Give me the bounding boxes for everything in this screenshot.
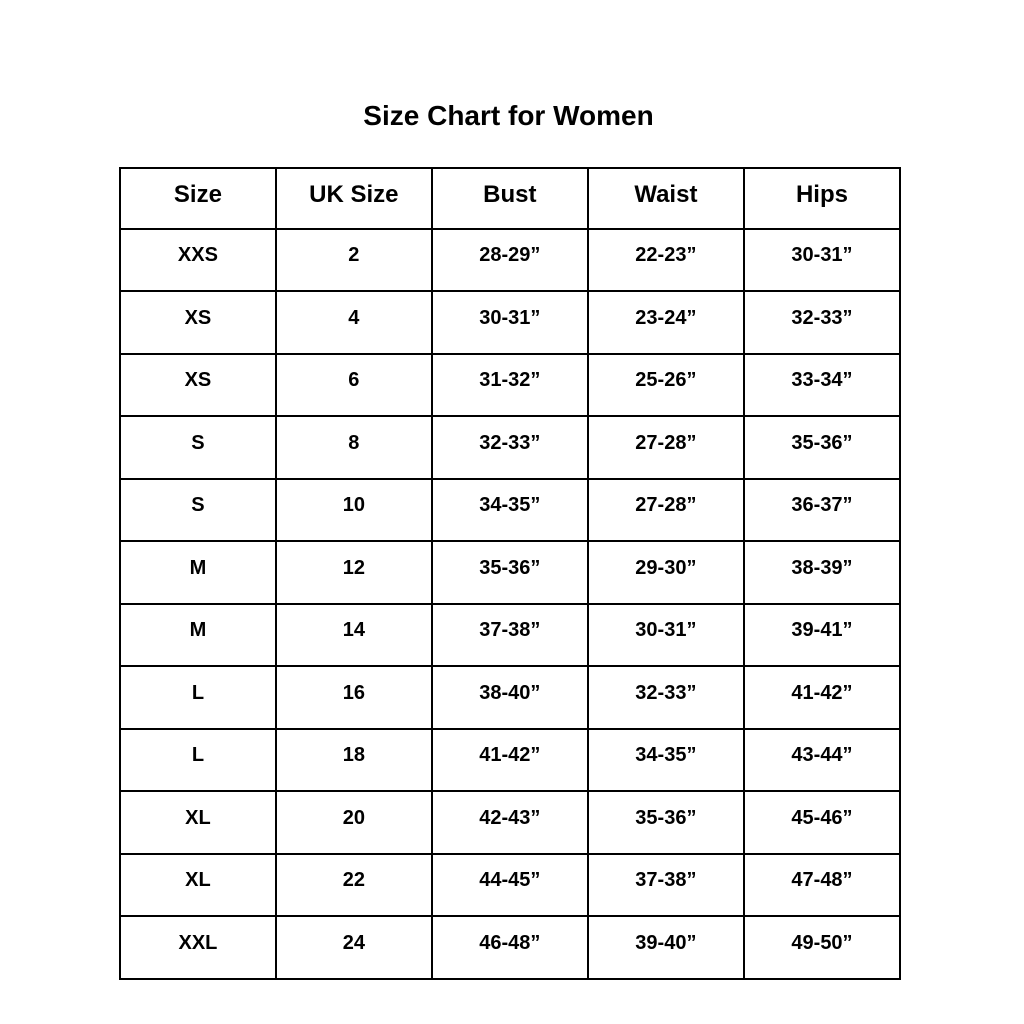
- table-cell: 46-48”: [430, 915, 589, 980]
- table-row: XS 4 30-31” 23-24” 32-33”: [119, 290, 902, 355]
- column-header: Bust: [430, 167, 589, 230]
- table-row: S 8 32-33” 27-28” 35-36”: [119, 415, 902, 480]
- column-header: UK Size: [274, 167, 433, 230]
- table-cell: 29-30”: [586, 540, 745, 605]
- table-cell: M: [119, 540, 277, 605]
- table-cell: XS: [119, 352, 277, 417]
- table-row: M 12 35-36” 29-30” 38-39”: [119, 540, 902, 605]
- table-cell: 24: [274, 915, 433, 980]
- column-header: Hips: [742, 167, 902, 230]
- table-cell: 18: [274, 727, 433, 792]
- table-cell: 16: [274, 665, 433, 730]
- table-cell: XL: [119, 852, 277, 917]
- table-cell: 47-48”: [742, 852, 902, 917]
- table-cell: XXS: [119, 227, 277, 292]
- table-header-row: Size UK Size Bust Waist Hips: [119, 167, 902, 230]
- table-cell: 20: [274, 790, 433, 855]
- table-body: XXS 2 28-29” 22-23” 30-31” XS 4 30-31” 23-24” 32-…: [119, 227, 902, 980]
- table-cell: XS: [119, 290, 277, 355]
- table-cell: 45-46”: [742, 790, 902, 855]
- table-cell: L: [119, 727, 277, 792]
- table-cell: 35-36”: [586, 790, 745, 855]
- table-cell: 2: [274, 227, 433, 292]
- table-cell: 37-38”: [586, 852, 745, 917]
- table-cell: 30-31”: [742, 227, 902, 292]
- table-cell: 12: [274, 540, 433, 605]
- table-cell: 31-32”: [430, 352, 589, 417]
- column-header: Size: [119, 167, 277, 230]
- table-cell: 6: [274, 352, 433, 417]
- table-cell: 37-38”: [430, 602, 589, 667]
- table-cell: 28-29”: [430, 227, 589, 292]
- table-cell: 22: [274, 852, 433, 917]
- table-cell: 4: [274, 290, 433, 355]
- table-cell: 39-41”: [742, 602, 902, 667]
- table-cell: 41-42”: [742, 665, 902, 730]
- table-cell: 35-36”: [742, 415, 902, 480]
- table-cell: 39-40”: [586, 915, 745, 980]
- table-cell: 14: [274, 602, 433, 667]
- table-cell: 33-34”: [742, 352, 902, 417]
- table-cell: 27-28”: [586, 415, 745, 480]
- table-cell: XL: [119, 790, 277, 855]
- table-cell: 34-35”: [430, 477, 589, 542]
- table-cell: M: [119, 602, 277, 667]
- table-row: XXL 24 46-48” 39-40” 49-50”: [119, 915, 902, 980]
- table-cell: 41-42”: [430, 727, 589, 792]
- column-header: Waist: [586, 167, 745, 230]
- table-cell: 32-33”: [742, 290, 902, 355]
- table-row: M 14 37-38” 30-31” 39-41”: [119, 602, 902, 667]
- table-row: S 10 34-35” 27-28” 36-37”: [119, 477, 902, 542]
- table-cell: 42-43”: [430, 790, 589, 855]
- table-row: L 18 41-42” 34-35” 43-44”: [119, 727, 902, 792]
- table-cell: 32-33”: [586, 665, 745, 730]
- table-cell: 38-39”: [742, 540, 902, 605]
- table-cell: XXL: [119, 915, 277, 980]
- table-row: XL 20 42-43” 35-36” 45-46”: [119, 790, 902, 855]
- table-row: XS 6 31-32” 25-26” 33-34”: [119, 352, 902, 417]
- table-row: XXS 2 28-29” 22-23” 30-31”: [119, 227, 902, 292]
- table-cell: 36-37”: [742, 477, 902, 542]
- table-cell: 35-36”: [430, 540, 589, 605]
- table-cell: 49-50”: [742, 915, 902, 980]
- table-cell: 30-31”: [430, 290, 589, 355]
- table-cell: 22-23”: [586, 227, 745, 292]
- table-row: L 16 38-40” 32-33” 41-42”: [119, 665, 902, 730]
- table-cell: 43-44”: [742, 727, 902, 792]
- table-cell: S: [119, 477, 277, 542]
- table-cell: L: [119, 665, 277, 730]
- page-title: Size Chart for Women: [363, 100, 654, 131]
- table-cell: 27-28”: [586, 477, 745, 542]
- table-cell: 34-35”: [586, 727, 745, 792]
- table-cell: S: [119, 415, 277, 480]
- table-cell: 23-24”: [586, 290, 745, 355]
- table-cell: 25-26”: [586, 352, 745, 417]
- table-cell: 30-31”: [586, 602, 745, 667]
- table-cell: 10: [274, 477, 433, 542]
- table-cell: 44-45”: [430, 852, 589, 917]
- size-chart-table: Size UK Size Bust Waist Hips XXS 2 28-29” 22-23…: [119, 167, 902, 980]
- table-cell: 38-40”: [430, 665, 589, 730]
- table-cell: 32-33”: [430, 415, 589, 480]
- table-row: XL 22 44-45” 37-38” 47-48”: [119, 852, 902, 917]
- table-cell: 8: [274, 415, 433, 480]
